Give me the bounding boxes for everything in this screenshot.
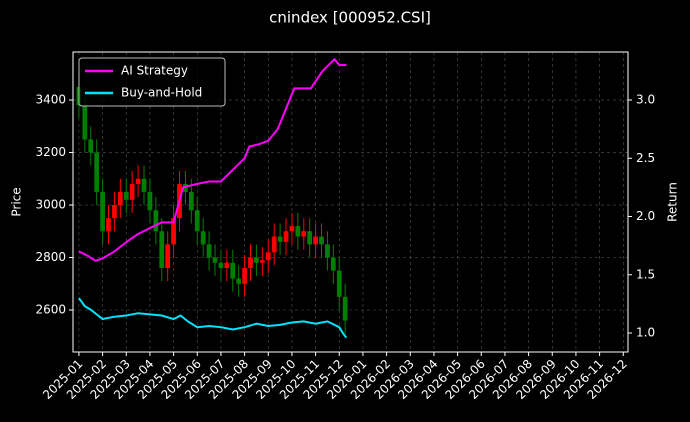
y-tick-label: 3000	[35, 198, 66, 212]
legend-box	[78, 57, 226, 107]
candle-body	[100, 191, 105, 232]
candle-body	[236, 278, 242, 284]
candle-body	[106, 218, 111, 232]
candle-body	[212, 257, 218, 263]
candle-body	[301, 231, 307, 237]
candle-body	[206, 244, 212, 258]
candle-body	[230, 262, 236, 279]
candle-body	[171, 218, 176, 245]
candle-body	[336, 270, 342, 297]
candle-body	[129, 184, 135, 200]
candle-body	[147, 191, 153, 211]
y2-tick-label: 2.0	[636, 209, 655, 223]
candle-body	[330, 257, 336, 271]
y-tick-label: 3400	[35, 93, 66, 107]
candle-body	[271, 236, 277, 253]
candle-body	[248, 257, 253, 269]
y-tick-label: 2800	[35, 250, 66, 264]
candle-body	[94, 152, 100, 192]
candle-body	[224, 262, 230, 269]
candle-body	[342, 296, 348, 321]
candle-body	[259, 260, 265, 263]
candle-body	[165, 244, 171, 269]
y2-tick-label: 2.5	[636, 151, 655, 165]
candle-body	[135, 178, 141, 185]
return-line	[78, 57, 347, 262]
candle-body	[307, 231, 313, 245]
candle-body	[153, 210, 159, 232]
y-axis-label: Price	[10, 187, 24, 216]
candle-body	[194, 210, 200, 232]
y2-tick-label: 1.5	[636, 267, 655, 281]
legend-label: AI Strategy	[121, 64, 188, 78]
y-tick-label: 2600	[35, 303, 66, 317]
candle-body	[88, 139, 94, 153]
candle-body	[159, 231, 165, 269]
y2-axis-label: Return	[666, 182, 680, 222]
candle-body	[141, 178, 147, 192]
candle-body	[325, 244, 330, 258]
candle-body	[319, 236, 324, 245]
candle-body	[265, 252, 271, 261]
candle-body	[82, 105, 88, 140]
candle-body	[112, 205, 117, 219]
candle-body	[277, 236, 283, 242]
candle-body	[200, 231, 206, 245]
candle-body	[313, 236, 318, 245]
candle-body	[188, 191, 194, 211]
candle-body	[242, 268, 247, 284]
candle-body	[183, 184, 188, 192]
candle-body	[123, 191, 129, 200]
candle-body	[254, 257, 259, 263]
chart-title: cnindex [000952.CSI]	[269, 9, 431, 27]
legend-label: Buy-and-Hold	[121, 86, 202, 100]
candle-body	[117, 191, 123, 206]
y-tick-label: 3200	[35, 145, 66, 159]
candle-body	[295, 226, 301, 237]
candle-body	[218, 262, 224, 269]
y2-tick-label: 1.0	[636, 326, 655, 340]
y2-tick-label: 3.0	[636, 93, 655, 107]
return-line	[78, 297, 348, 339]
plot-frame	[72, 51, 629, 353]
candle-body	[289, 226, 295, 232]
candle-body	[283, 231, 289, 242]
